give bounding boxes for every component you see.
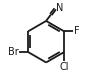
Text: Br: Br [8,47,18,57]
Text: Cl: Cl [59,62,69,72]
Text: N: N [56,3,64,13]
Text: F: F [74,26,79,36]
